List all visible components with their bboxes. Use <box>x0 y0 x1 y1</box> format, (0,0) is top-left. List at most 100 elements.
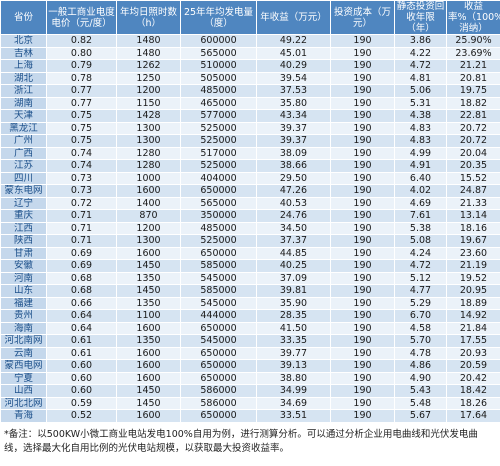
table-row: 福建 0.66 1350 545000 35.90 190 5.29 18.89 <box>0 296 500 310</box>
table-row: 吉林 0.80 1480 565000 45.01 190 4.22 23.69% <box>0 46 500 60</box>
value-cell: 350000 <box>180 209 257 223</box>
value-cell: 20.59 <box>446 359 500 373</box>
value-cell: 1480 <box>116 46 181 60</box>
header-cell: 静态投资回收年限（年） <box>394 0 447 35</box>
table-row: 河北南网 0.61 1350 545000 33.35 190 5.70 17.55 <box>0 334 500 348</box>
value-cell: 39.77 <box>256 346 331 360</box>
value-cell: 20.42 <box>446 371 500 385</box>
table-row: 广西 0.74 1280 517000 38.09 190 4.99 20.04 <box>0 146 500 160</box>
value-cell: 650000 <box>180 321 257 335</box>
value-cell: 20.95 <box>446 284 500 298</box>
table-row: 北京 0.82 1480 600000 49.22 190 3.86 25.90% <box>0 34 500 48</box>
table-row: 蒙东电网 0.73 1600 650000 47.26 190 4.02 24.87 <box>0 184 500 198</box>
value-cell: 39.37 <box>256 121 331 135</box>
value-cell: 1200 <box>116 221 181 235</box>
value-cell: 190 <box>330 271 395 285</box>
value-cell: 1400 <box>116 196 181 210</box>
value-cell: 4.77 <box>394 284 447 298</box>
value-cell: 39.81 <box>256 284 331 298</box>
value-cell: 190 <box>330 134 395 148</box>
value-cell: 404000 <box>180 171 257 185</box>
value-cell: 1600 <box>116 409 181 423</box>
value-cell: 19.75 <box>446 84 500 98</box>
value-cell: 0.66 <box>46 296 117 310</box>
value-cell: 23.60 <box>446 246 500 260</box>
value-cell: 18.42 <box>446 384 500 398</box>
value-cell: 5.08 <box>394 234 447 248</box>
value-cell: 190 <box>330 309 395 323</box>
province-cell: 湖北 <box>0 71 47 85</box>
header-cell: 省份 <box>0 0 47 35</box>
value-cell: 600000 <box>180 34 257 48</box>
value-cell: 7.61 <box>394 209 447 223</box>
value-cell: 565000 <box>180 196 257 210</box>
value-cell: 444000 <box>180 309 257 323</box>
value-cell: 586000 <box>180 384 257 398</box>
province-cell: 蒙东电网 <box>0 184 47 198</box>
value-cell: 1250 <box>116 71 181 85</box>
value-cell: 38.09 <box>256 146 331 160</box>
value-cell: 565000 <box>180 46 257 60</box>
value-cell: 0.72 <box>46 196 117 210</box>
value-cell: 1450 <box>116 384 181 398</box>
province-cell: 山东 <box>0 284 47 298</box>
value-cell: 34.99 <box>256 384 331 398</box>
province-cell: 贵州 <box>0 309 47 323</box>
table-row: 湖北 0.78 1250 505000 39.54 190 4.81 20.81 <box>0 71 500 85</box>
value-cell: 5.67 <box>394 409 447 423</box>
value-cell: 1600 <box>116 321 181 335</box>
table-row: 浙江 0.77 1200 485000 37.53 190 5.06 19.75 <box>0 84 500 98</box>
province-cell: 河北北网 <box>0 396 47 410</box>
value-cell: 190 <box>330 259 395 273</box>
header-cell: 年均日照时数（h） <box>116 0 181 35</box>
province-cell: 河南 <box>0 271 47 285</box>
value-cell: 4.99 <box>394 146 447 160</box>
value-cell: 49.22 <box>256 34 331 48</box>
value-cell: 0.64 <box>46 309 117 323</box>
value-cell: 6.40 <box>394 171 447 185</box>
value-cell: 40.53 <box>256 196 331 210</box>
value-cell: 43.34 <box>256 109 331 123</box>
value-cell: 5.31 <box>394 96 447 110</box>
header-cell: 收益率%（100%消纳） <box>446 0 500 35</box>
province-cell: 山西 <box>0 384 47 398</box>
table-row: 河南 0.68 1350 545000 37.09 190 5.12 19.52 <box>0 271 500 285</box>
value-cell: 0.73 <box>46 171 117 185</box>
province-cell: 广西 <box>0 146 47 160</box>
value-cell: 1000 <box>116 171 181 185</box>
value-cell: 19.52 <box>446 271 500 285</box>
value-cell: 1300 <box>116 134 181 148</box>
value-cell: 190 <box>330 121 395 135</box>
province-cell: 宁夏 <box>0 371 47 385</box>
value-cell: 650000 <box>180 246 257 260</box>
value-cell: 525000 <box>180 134 257 148</box>
value-cell: 34.50 <box>256 221 331 235</box>
value-cell: 545000 <box>180 296 257 310</box>
value-cell: 4.83 <box>394 134 447 148</box>
table-row: 海南 0.64 1600 650000 41.50 190 4.58 21.84 <box>0 321 500 335</box>
value-cell: 4.22 <box>394 46 447 60</box>
table-row: 江苏 0.74 1280 525000 38.66 190 4.91 20.35 <box>0 159 500 173</box>
value-cell: 0.73 <box>46 184 117 198</box>
province-cell: 重庆 <box>0 209 47 223</box>
value-cell: 0.78 <box>46 71 117 85</box>
value-cell: 190 <box>330 409 395 423</box>
province-cell: 安徽 <box>0 259 47 273</box>
value-cell: 18.26 <box>446 396 500 410</box>
value-cell: 4.83 <box>394 121 447 135</box>
value-cell: 190 <box>330 196 395 210</box>
table-row: 黑龙江 0.75 1300 525000 39.37 190 4.83 20.72 <box>0 121 500 135</box>
value-cell: 19.67 <box>446 234 500 248</box>
value-cell: 1600 <box>116 371 181 385</box>
value-cell: 34.69 <box>256 396 331 410</box>
province-cell: 北京 <box>0 34 47 48</box>
value-cell: 485000 <box>180 221 257 235</box>
table-row: 甘肃 0.69 1600 650000 44.85 190 4.24 23.60 <box>0 246 500 260</box>
value-cell: 1280 <box>116 146 181 160</box>
value-cell: 20.81 <box>446 71 500 85</box>
value-cell: 28.35 <box>256 309 331 323</box>
province-cell: 福建 <box>0 296 47 310</box>
table-row: 四川 0.73 1000 404000 29.50 190 6.40 15.52 <box>0 171 500 185</box>
value-cell: 15.52 <box>446 171 500 185</box>
table-row: 天津 0.75 1428 577000 43.34 190 4.38 22.81 <box>0 109 500 123</box>
